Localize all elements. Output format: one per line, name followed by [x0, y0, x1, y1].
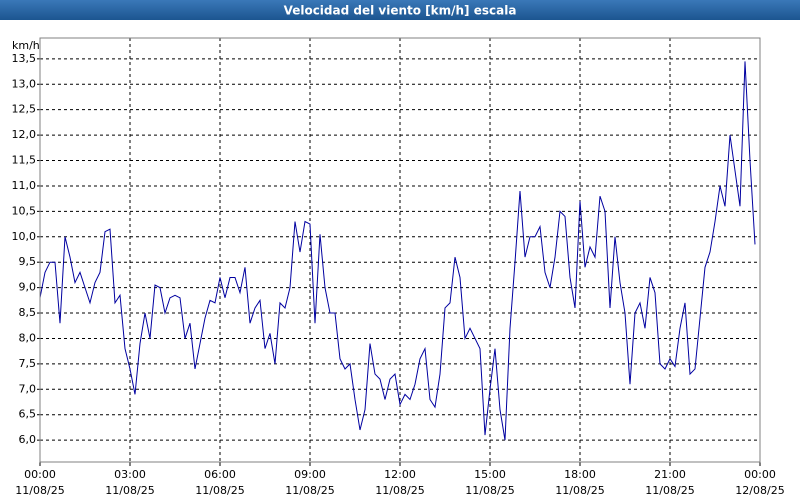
x-tick-label: 09:00 — [294, 468, 326, 481]
y-tick-label: 6,0 — [19, 433, 37, 446]
y-tick-label: 11,5 — [12, 154, 37, 167]
x-tick-label: 18:00 — [564, 468, 596, 481]
x-tick-label: 03:00 — [114, 468, 146, 481]
y-axis-label: km/h — [12, 39, 40, 52]
x-tick-date: 11/08/25 — [645, 484, 694, 497]
y-tick-label: 11,0 — [12, 179, 37, 192]
y-tick-label: 10,5 — [12, 204, 37, 217]
x-tick-date: 11/08/25 — [105, 484, 154, 497]
x-tick-label: 12:00 — [384, 468, 416, 481]
plot-frame — [39, 37, 761, 463]
x-tick-label: 21:00 — [654, 468, 686, 481]
x-tick-date: 11/08/25 — [285, 484, 334, 497]
y-tick-label: 13,5 — [12, 52, 37, 65]
x-tick-date: 11/08/25 — [465, 484, 514, 497]
x-tick-date: 11/08/25 — [195, 484, 244, 497]
y-tick-label: 12,5 — [12, 103, 37, 116]
data-line — [39, 61, 756, 441]
y-tick-label: 7,5 — [19, 357, 37, 370]
chart-title: Velocidad del viento [km/h] escala — [284, 4, 517, 18]
x-tick-date: 11/08/25 — [375, 484, 424, 497]
y-tick-label: 8,5 — [19, 306, 37, 319]
y-tick-label: 8,0 — [19, 331, 37, 344]
title-bar — [0, 0, 800, 20]
x-tick-label: 00:00 — [744, 468, 776, 481]
y-tick-label: 7,0 — [19, 382, 37, 395]
y-tick-label: 9,0 — [19, 281, 37, 294]
x-tick-label: 06:00 — [204, 468, 236, 481]
y-tick-label: 10,0 — [12, 230, 37, 243]
y-tick-label: 13,0 — [12, 77, 37, 90]
y-tick-label: 12,0 — [12, 128, 37, 141]
y-tick-label: 6,5 — [19, 408, 37, 421]
x-tick-date: 12/08/25 — [735, 484, 784, 497]
x-tick-date: 11/08/25 — [555, 484, 604, 497]
y-tick-label: 9,5 — [19, 255, 37, 268]
x-tick-label: 00:00 — [24, 468, 56, 481]
x-tick-date: 11/08/25 — [15, 484, 64, 497]
x-tick-label: 15:00 — [474, 468, 506, 481]
